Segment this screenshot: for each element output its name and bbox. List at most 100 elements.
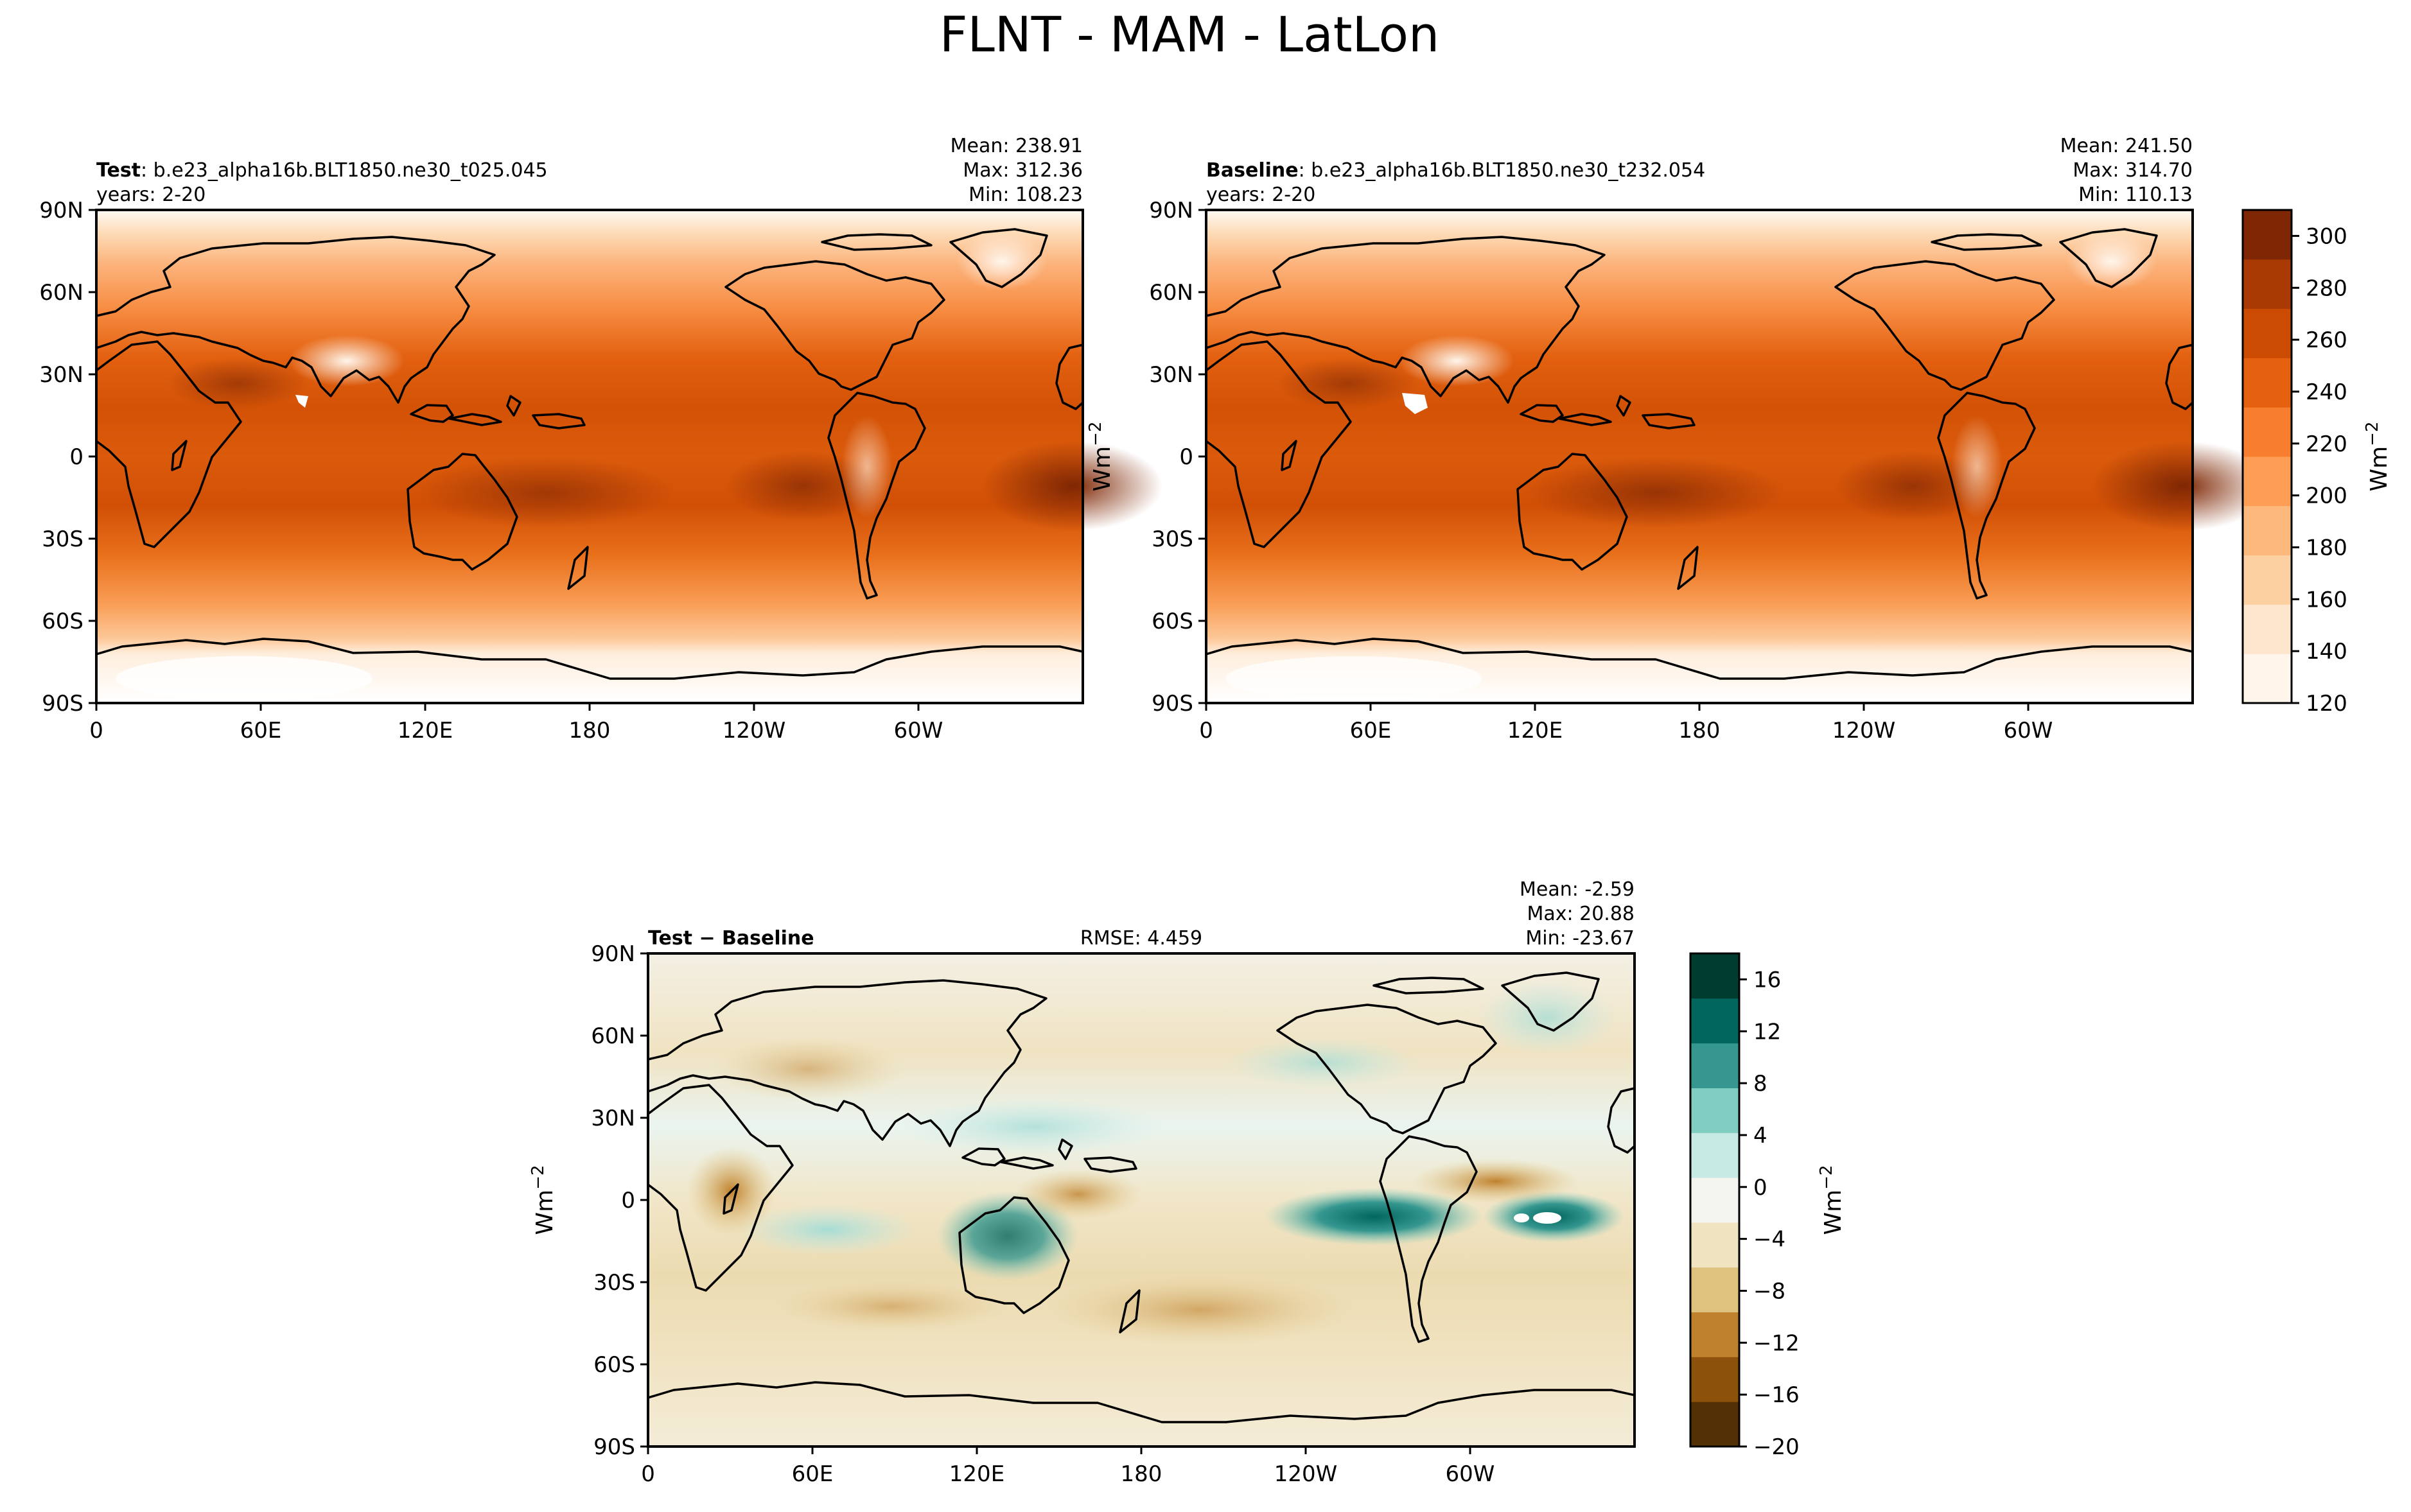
colorbar-tick-label: 220 [2306, 431, 2347, 457]
colorbar-tick-label: −12 [1753, 1330, 1800, 1356]
lat-tick: 0 [1179, 444, 1193, 470]
lon-tick: 120E [398, 718, 453, 743]
colorbar-segment [1690, 1357, 1739, 1402]
panel-baseline-map [1205, 209, 2272, 704]
colorbar-segment [1690, 953, 1739, 999]
diff-left-units-label: Wm−2 [529, 1165, 558, 1235]
colorbar-segment [1690, 1312, 1739, 1357]
colorbar-segment [1690, 1222, 1739, 1268]
panel-diff-lon-ticks: 0 60E 120E 180 120W 60W [641, 1447, 1495, 1487]
colorbar-tick-label: 12 [1753, 1019, 1781, 1045]
colorbar-tick-label: 300 [2306, 223, 2347, 249]
colorbar-segment [1690, 1177, 1739, 1223]
lon-tick: 60W [894, 718, 943, 743]
colorbar-tick-label: −16 [1753, 1382, 1800, 1408]
panel-test-years: years: 2-20 [96, 184, 206, 206]
colorbar-segment [1690, 1088, 1739, 1133]
lat-tick: 60S [1152, 609, 1193, 634]
colorbar-segment [2243, 456, 2292, 507]
panel-diff-min: Min: -23.67 [1525, 927, 1635, 950]
colorbar-segment [2243, 505, 2292, 556]
panel-test-label: Test: b.e23_alpha16b.BLT1850.ne30_t025.0… [96, 159, 548, 182]
colorbar-tick-label: −8 [1753, 1278, 1785, 1304]
lat-tick: 0 [69, 444, 83, 470]
lat-tick: 60N [1149, 280, 1193, 306]
lat-tick: 90S [42, 691, 83, 717]
colorbar-tick-label: 160 [2306, 587, 2347, 613]
colorbar-tick-label: 4 [1753, 1123, 1767, 1149]
colorbar-segment [2243, 654, 2292, 704]
panel-test-lon-ticks: 0 60E 120E 180 120W 60W [89, 703, 943, 743]
colorbar-segment [2243, 308, 2292, 358]
lon-tick: 120W [1832, 718, 1896, 743]
colorbar-tick-label: 180 [2306, 535, 2347, 560]
lon-tick: 120E [949, 1461, 1004, 1487]
lon-tick: 0 [89, 718, 103, 743]
lat-tick: 60S [42, 609, 83, 634]
lat-tick: 30S [42, 526, 83, 552]
colorbar-segment [1690, 998, 1739, 1044]
colorbar-segment [2243, 555, 2292, 605]
panel-diff-map [647, 952, 1636, 1448]
lat-tick: 0 [621, 1188, 635, 1213]
lat-tick: 90S [593, 1434, 635, 1460]
colorbar-segment [1690, 1133, 1739, 1178]
colorbar-segment [1690, 1267, 1739, 1313]
colorbar-tick-label: 200 [2306, 483, 2347, 509]
panel-diff-lat-ticks: 90N 60N 30N 0 30S 60S 90S [591, 941, 648, 1460]
panel-baseline-mean: Mean: 241.50 [2060, 135, 2193, 157]
lon-tick: 180 [1679, 718, 1721, 743]
lat-tick: 60S [593, 1352, 635, 1378]
colorbar-segment [2243, 259, 2292, 309]
panel-baseline-min: Min: 110.13 [2078, 184, 2193, 206]
colorbar-segment [1690, 1402, 1739, 1447]
panel-test-map [95, 209, 1162, 704]
lat-tick: 60N [591, 1023, 635, 1049]
panel-baseline: Baseline: b.e23_alpha16b.BLT1850.ne30_t2… [1149, 135, 2272, 743]
lon-tick: 180 [1121, 1461, 1162, 1487]
colorbar-tick-label: 8 [1753, 1071, 1767, 1097]
panel-baseline-label: Baseline: b.e23_alpha16b.BLT1850.ne30_t2… [1206, 159, 1705, 182]
lon-tick: 180 [569, 718, 611, 743]
lon-tick: 0 [1199, 718, 1213, 743]
panel-diff-mean: Mean: -2.59 [1520, 878, 1635, 901]
colorbar-segment [1690, 1043, 1739, 1088]
top-left-units-label: Wm−2 [1086, 422, 1116, 492]
lat-tick: 30N [1149, 362, 1193, 388]
colorbar-tick-label: 16 [1753, 967, 1781, 993]
lon-tick: 0 [641, 1461, 655, 1487]
colorbar-tick-label: −4 [1753, 1227, 1785, 1253]
panel-diff: Test − Baseline RMSE: 4.459 Mean: -2.59 … [591, 878, 1636, 1487]
colorbar-tick-label: 120 [2306, 691, 2347, 717]
diff-colorbar-units: Wm−2 [1817, 1165, 1846, 1235]
colorbar-segment [2243, 407, 2292, 457]
colorbar-tick-label: −20 [1753, 1434, 1800, 1460]
colorbar-segment [2243, 358, 2292, 408]
top-colorbar: 300 280 260 240 220 200 180 160 140 120 Wm−2 [2241, 209, 2392, 717]
lat-tick: 30N [591, 1106, 635, 1131]
lon-tick: 60W [1446, 1461, 1495, 1487]
lat-tick: 90S [1152, 691, 1193, 717]
lat-tick: 30S [593, 1270, 635, 1296]
panel-baseline-max: Max: 314.70 [2073, 159, 2193, 182]
panel-diff-max: Max: 20.88 [1527, 903, 1635, 925]
lat-tick: 30N [39, 362, 83, 388]
lat-tick: 90N [1149, 198, 1193, 223]
lat-tick: 90N [591, 941, 635, 967]
panel-baseline-years: years: 2-20 [1206, 184, 1315, 206]
lat-tick: 90N [39, 198, 83, 223]
lat-tick: 30S [1152, 526, 1193, 552]
panel-diff-label: Test − Baseline [648, 927, 814, 950]
panel-test-max: Max: 312.36 [963, 159, 1083, 182]
lon-tick: 60E [792, 1461, 834, 1487]
panel-test: Test: b.e23_alpha16b.BLT1850.ne30_t025.0… [39, 135, 1162, 743]
colorbar-tick-label: 240 [2306, 379, 2347, 405]
figure-title: FLNT - MAM - LatLon [940, 6, 1439, 63]
panel-test-lat-ticks: 90N 60N 30N 0 30S 60S 90S [39, 198, 96, 717]
diff-colorbar: 16 12 8 4 0 −4 −8 −12 −16 −20 Wm−2 [1689, 952, 1846, 1460]
lon-tick: 120W [1274, 1461, 1338, 1487]
panel-test-min: Min: 108.23 [969, 184, 1083, 206]
colorbar-segment [2243, 210, 2292, 260]
lat-tick: 60N [39, 280, 83, 306]
lon-tick: 60E [240, 718, 282, 743]
